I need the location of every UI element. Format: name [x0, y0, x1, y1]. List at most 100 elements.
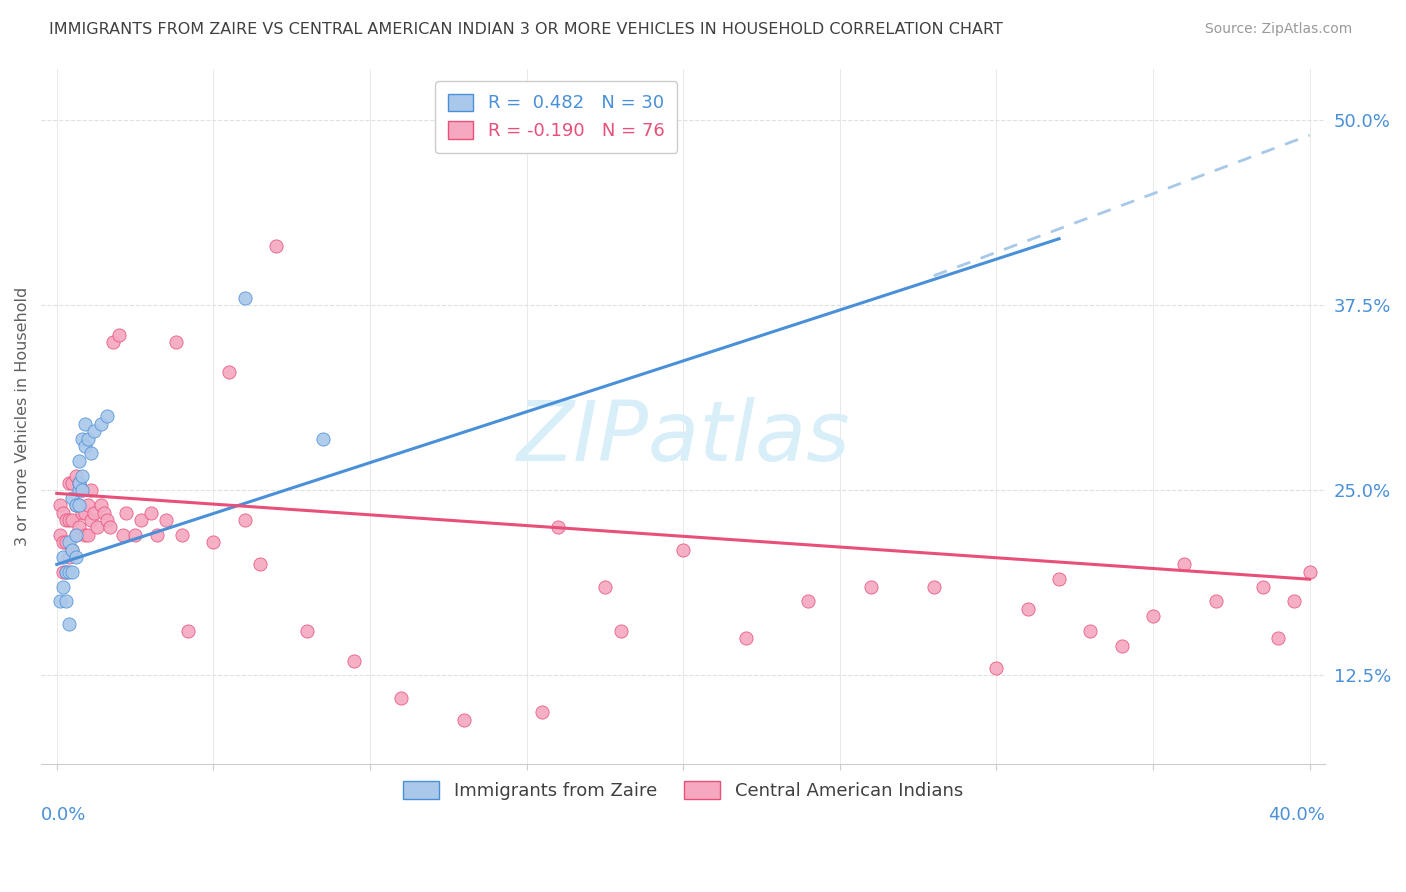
- Point: [73, 528, 96, 542]
- Point: [93, 506, 115, 520]
- Point: [58, 513, 80, 527]
- Point: [1298, 565, 1320, 579]
- Point: [52, 535, 75, 549]
- Point: [797, 594, 820, 608]
- Point: [49, 594, 72, 608]
- Point: [67, 475, 90, 490]
- Point: [218, 365, 240, 379]
- Point: [1080, 624, 1102, 638]
- Point: [65, 528, 87, 542]
- Point: [49, 528, 72, 542]
- Point: [1173, 558, 1195, 572]
- Point: [62, 491, 84, 505]
- Point: [65, 498, 87, 512]
- Point: [70, 483, 93, 498]
- Point: [77, 498, 100, 512]
- Point: [49, 498, 72, 512]
- Point: [67, 454, 90, 468]
- Point: [734, 632, 756, 646]
- Point: [1205, 594, 1227, 608]
- Point: [165, 335, 187, 350]
- Point: [62, 565, 84, 579]
- Point: [111, 528, 134, 542]
- Point: [155, 513, 177, 527]
- Point: [83, 506, 105, 520]
- Point: [860, 580, 883, 594]
- Point: [73, 439, 96, 453]
- Point: [1267, 632, 1289, 646]
- Point: [62, 513, 84, 527]
- Point: [922, 580, 945, 594]
- Point: [65, 468, 87, 483]
- Point: [55, 535, 77, 549]
- Point: [70, 483, 93, 498]
- Point: [986, 661, 1008, 675]
- Point: [65, 528, 87, 542]
- Point: [146, 528, 169, 542]
- Point: [67, 498, 90, 512]
- Point: [1282, 594, 1305, 608]
- Point: [297, 624, 319, 638]
- Point: [58, 475, 80, 490]
- Point: [70, 506, 93, 520]
- Point: [58, 565, 80, 579]
- Point: [70, 468, 93, 483]
- Text: 0.0%: 0.0%: [41, 806, 87, 824]
- Point: [101, 335, 124, 350]
- Point: [177, 624, 200, 638]
- Point: [114, 506, 136, 520]
- Point: [67, 520, 90, 534]
- Point: [389, 690, 412, 705]
- Point: [67, 498, 90, 512]
- Point: [80, 513, 103, 527]
- Point: [58, 616, 80, 631]
- Legend: Immigrants from Zaire, Central American Indians: Immigrants from Zaire, Central American …: [396, 774, 970, 807]
- Point: [1111, 639, 1133, 653]
- Point: [58, 549, 80, 564]
- Point: [55, 513, 77, 527]
- Point: [90, 417, 112, 431]
- Point: [124, 528, 146, 542]
- Point: [65, 549, 87, 564]
- Point: [55, 594, 77, 608]
- Point: [96, 409, 118, 424]
- Point: [52, 565, 75, 579]
- Point: [139, 506, 162, 520]
- Point: [83, 424, 105, 438]
- Point: [1251, 580, 1274, 594]
- Point: [77, 432, 100, 446]
- Point: [73, 417, 96, 431]
- Point: [202, 535, 225, 549]
- Point: [98, 520, 121, 534]
- Point: [131, 513, 153, 527]
- Point: [1017, 602, 1039, 616]
- Point: [547, 520, 569, 534]
- Point: [531, 706, 554, 720]
- Point: [65, 498, 87, 512]
- Point: [67, 475, 90, 490]
- Text: ZIPatlas: ZIPatlas: [516, 397, 851, 478]
- Point: [108, 328, 131, 343]
- Point: [249, 558, 271, 572]
- Y-axis label: 3 or more Vehicles in Household: 3 or more Vehicles in Household: [15, 286, 30, 546]
- Point: [453, 713, 475, 727]
- Point: [67, 483, 90, 498]
- Point: [62, 542, 84, 557]
- Point: [70, 432, 93, 446]
- Point: [52, 580, 75, 594]
- Text: Source: ZipAtlas.com: Source: ZipAtlas.com: [1205, 22, 1353, 37]
- Point: [52, 549, 75, 564]
- Point: [1142, 609, 1164, 624]
- Point: [77, 528, 100, 542]
- Point: [80, 483, 103, 498]
- Point: [86, 520, 108, 534]
- Point: [55, 565, 77, 579]
- Point: [55, 565, 77, 579]
- Point: [609, 624, 631, 638]
- Point: [62, 475, 84, 490]
- Point: [96, 513, 118, 527]
- Point: [52, 506, 75, 520]
- Point: [80, 446, 103, 460]
- Point: [312, 432, 335, 446]
- Point: [672, 542, 695, 557]
